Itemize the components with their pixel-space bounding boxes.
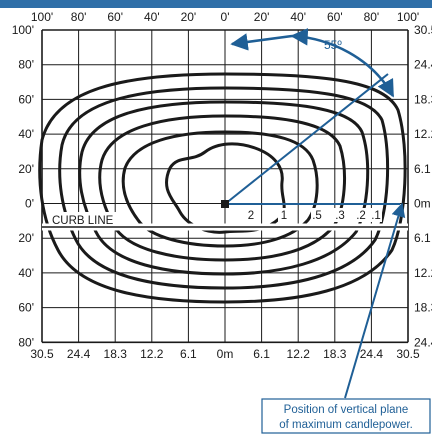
max-candlepower-plane [221,73,400,208]
top-tick-3: 40' [144,10,160,24]
right-tick-0: 30.5 [414,23,432,37]
contour-label-4: .2 [356,210,366,222]
luminaire-marker [221,200,229,208]
top-tick-0: 100' [31,10,53,24]
right-tick-8: 18.3 [414,301,432,315]
bottom-tick-9: 24.4 [360,347,384,361]
top-tick-8: 60' [327,10,343,24]
top-tick-4: 20' [181,10,197,24]
angle-arc [290,28,395,98]
right-axis-ticks: 30.5 24.4 18.3 12.2 6.1 0m 6.1 12.2 18.3 24.4 [414,23,432,349]
right-tick-9: 24.4 [414,335,432,349]
bottom-tick-7: 12.2 [287,347,311,361]
bottom-tick-3: 12.2 [140,347,164,361]
top-tick-10: 100' [397,10,419,24]
contour-label-5: .1 [371,210,381,222]
bottom-axis-ticks: 30.5 24.4 18.3 12.2 6.1 0m 6.1 12.2 18.3 24.4 30.5 [30,347,420,361]
contour-labels: 2 1 .5 .3 .2 .1 [245,208,382,222]
left-tick-5: 0' [25,197,34,211]
contour-label-0: 2 [248,210,254,222]
right-tick-7: 12.2 [414,266,432,280]
left-tick-9: 80' [18,335,34,349]
bottom-tick-0: 30.5 [30,347,54,361]
right-tick-3: 12.2 [414,127,432,141]
angle-arrow-left [230,33,293,51]
grid [41,29,409,344]
left-tick-7: 40' [18,266,34,280]
left-tick-4: 20' [18,162,34,176]
left-tick-3: 40' [18,127,34,141]
callout-line-2: of maximum candlepower. [279,419,413,431]
contour-label-2: .5 [312,210,322,222]
right-tick-2: 18.3 [414,92,432,106]
bottom-tick-10: 30.5 [396,347,420,361]
left-tick-2: 60' [18,92,34,106]
right-tick-1: 24.4 [414,58,432,72]
left-tick-0: 100' [12,23,34,37]
left-axis-ticks: 100' 80' 60' 40' 20' 0' 20' 40' 60' 80' [12,23,34,349]
top-axis-ticks: 100' 80' 60' 40' 20' 0' 20' 40' 60' 80' 100' [31,10,419,24]
callout-line-1: Position of vertical plane [284,404,409,416]
angle-label: 55º [324,38,342,52]
bottom-tick-6: 6.1 [253,347,270,361]
top-tick-5: 0' [221,10,230,24]
top-tick-1: 80' [71,10,87,24]
right-tick-4: 6.1 [414,162,431,176]
left-tick-6: 20' [18,231,34,245]
contour-0-2 [58,86,390,290]
left-tick-8: 60' [18,301,34,315]
right-tick-6: 6.1 [414,231,431,245]
contour-label-1: 1 [281,210,287,222]
callout-box [261,398,431,434]
top-tick-2: 60' [107,10,123,24]
contour-0-3 [78,100,370,276]
bottom-tick-2: 18.3 [104,347,128,361]
bottom-tick-4: 6.1 [180,347,197,361]
contours [38,72,407,304]
callout-leader [344,202,406,399]
right-tick-5: 0m [414,197,431,211]
header-bar [0,0,432,8]
top-tick-7: 40' [290,10,306,24]
curb-line-label: CURB LINE [52,215,114,227]
left-tick-1: 80' [18,58,34,72]
bottom-tick-1: 24.4 [67,347,91,361]
contour-label-3: .3 [335,210,345,222]
top-tick-6: 20' [254,10,270,24]
bottom-tick-5: 0m [217,347,234,361]
bottom-tick-8: 18.3 [323,347,347,361]
top-tick-9: 80' [364,10,380,24]
contour-0-1 [38,72,407,304]
